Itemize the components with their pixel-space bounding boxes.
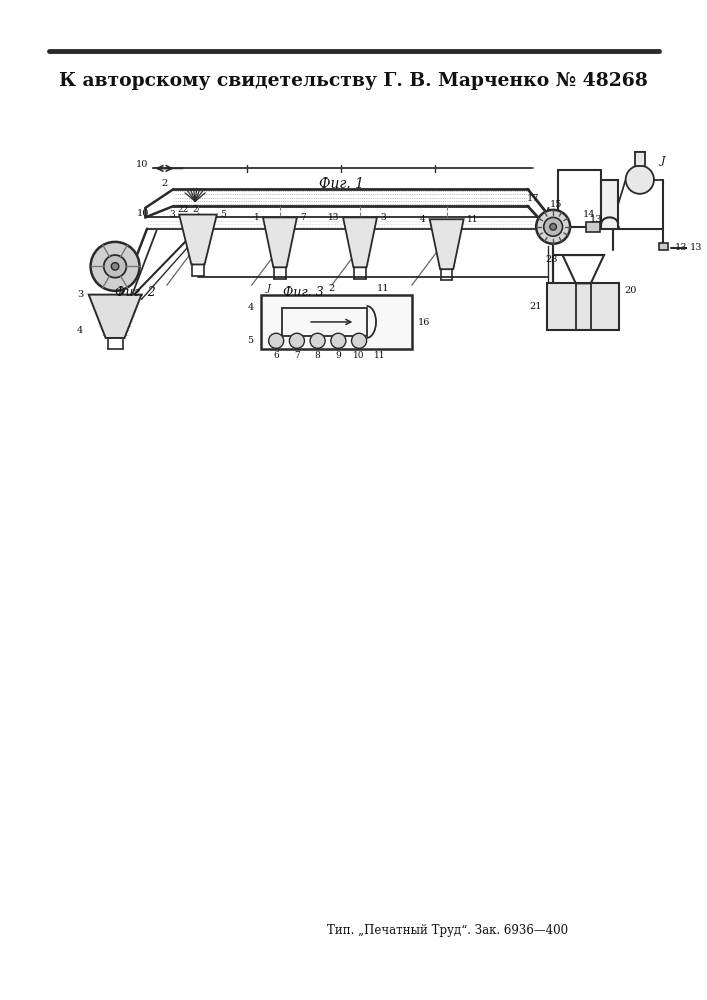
Text: 10: 10 [136,160,148,169]
Text: 13: 13 [690,243,702,252]
Bar [659,243,668,250]
Text: Фиг. 1: Фиг. 1 [319,177,363,191]
Text: 17: 17 [527,194,539,203]
Circle shape [351,333,367,348]
Text: 1: 1 [253,213,259,222]
Polygon shape [88,295,141,338]
Circle shape [536,210,570,244]
Polygon shape [343,217,377,267]
Polygon shape [430,219,464,269]
Text: Фиг. 2: Фиг. 2 [115,286,156,299]
Text: 3: 3 [170,210,175,219]
Text: 5: 5 [247,336,254,345]
Circle shape [310,333,325,348]
Text: 15: 15 [550,200,562,209]
Text: 20: 20 [625,286,637,295]
Circle shape [289,333,305,348]
Text: 3: 3 [381,213,386,222]
Text: 2: 2 [192,205,198,214]
Bar [586,222,600,232]
Circle shape [331,333,346,348]
Text: 13: 13 [674,243,687,252]
Circle shape [269,333,284,348]
Text: Тип. „Печатный Труд“. Зак. 6936—400: Тип. „Печатный Труд“. Зак. 6936—400 [327,924,568,937]
Text: 10: 10 [137,209,149,218]
Text: 14: 14 [583,210,595,219]
Text: Фиг. 3: Фиг. 3 [283,286,324,299]
Text: 2: 2 [161,179,167,188]
Text: 11: 11 [467,215,479,224]
Text: 21: 21 [530,302,542,311]
Bar [635,152,645,166]
Text: J: J [267,284,271,293]
Bar [547,283,619,330]
Circle shape [544,217,563,236]
Text: J: J [660,156,665,166]
Text: 10: 10 [354,351,365,360]
Text: 22: 22 [177,205,189,214]
Text: 13: 13 [590,215,603,224]
Text: 8: 8 [315,351,320,360]
Polygon shape [263,217,297,267]
Text: 4: 4 [247,303,254,312]
Text: 2: 2 [329,284,335,293]
Circle shape [111,263,119,270]
Text: 7: 7 [294,351,300,360]
Text: 16: 16 [417,318,430,327]
Text: 5: 5 [221,210,226,219]
Text: 4: 4 [77,326,83,335]
Text: 13: 13 [328,213,339,222]
Polygon shape [179,215,217,264]
Text: К авторскому свидетельству Г. В. Марченко № 48268: К авторскому свидетельству Г. В. Марченк… [59,72,648,90]
Bar [601,180,618,229]
Bar [282,308,367,336]
Text: 28: 28 [546,255,558,264]
Text: 3: 3 [77,290,83,299]
Circle shape [104,255,127,278]
Text: 9: 9 [335,351,341,360]
Circle shape [550,223,556,230]
Circle shape [626,166,654,194]
Bar [261,295,411,349]
Circle shape [90,242,139,291]
Text: 4: 4 [420,215,426,224]
Text: 6: 6 [274,351,279,360]
Text: 7: 7 [300,213,306,222]
Text: 11: 11 [378,284,390,293]
Text: 11: 11 [374,351,385,360]
